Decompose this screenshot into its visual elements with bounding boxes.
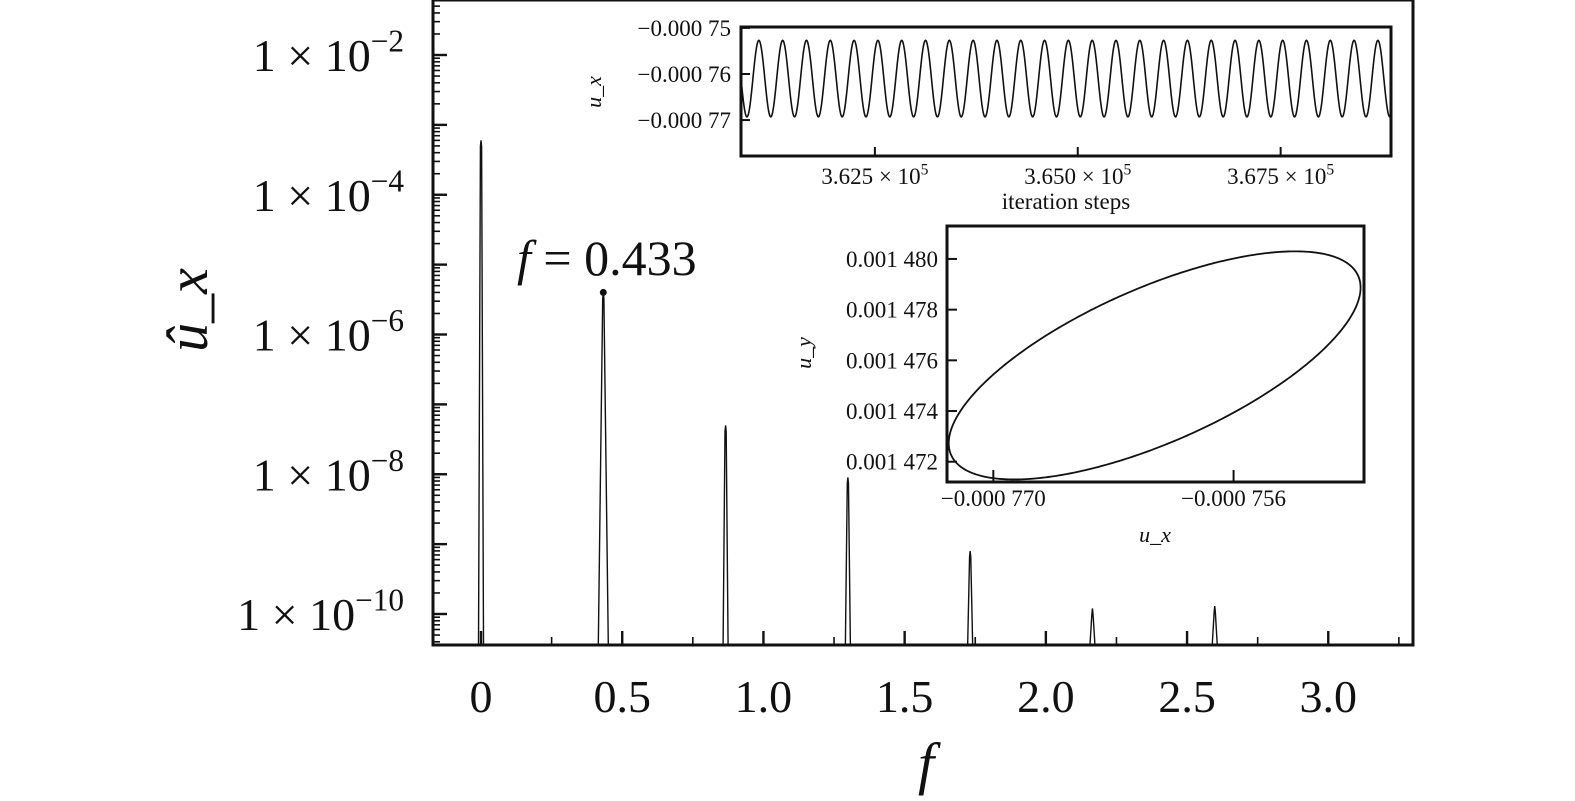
peak-annotation-label: f = 0.433 — [517, 230, 697, 286]
ts-x-tick-label-mantissa: 3.625 × 10 — [821, 164, 920, 189]
ts-signal-line — [740, 39, 1392, 118]
pp-orbit-line — [947, 250, 1362, 481]
pp-x-tick-label: −0.000 756 — [1181, 486, 1286, 511]
pp-y-axis-label: u_y — [791, 337, 816, 369]
pp-y-tick-label: 0.001 480 — [846, 247, 938, 272]
main-chart: 0 0.5 1.0 1.5 2.0 2.5 3.0 1 × 10−21 × 10−41 × … — [155, 0, 1415, 796]
pp-x-tick-label: −0.000 770 — [941, 486, 1046, 511]
main-y-tick-label: 1 × 10−6 — [253, 303, 404, 360]
pp-y-tick-label: 0.001 476 — [846, 348, 938, 373]
main-y-tick-label: 1 × 10−10 — [237, 583, 404, 640]
spectrum-peak — [477, 140, 485, 646]
main-x-tick-label: 0.5 — [593, 671, 651, 722]
pp-y-tick-label: 0.001 478 — [846, 298, 938, 323]
main-ticks — [433, 5, 1400, 645]
pp-y-tick-label: 0.001 474 — [846, 399, 939, 424]
main-x-axis-label: f — [918, 731, 941, 796]
ts-x-tick-labels: 3.625 × 105 3.650 × 105 3.675 × 105 — [821, 161, 1334, 189]
main-y-tick-label-exponent: −8 — [371, 443, 404, 478]
ts-y-tick-labels: −0.000 75 −0.000 76 −0.000 77 — [638, 16, 731, 133]
spectrum-peak — [1089, 608, 1096, 646]
pp-plot-background — [947, 226, 1364, 482]
pp-plot-frame — [945, 224, 1366, 484]
ts-y-tick-label: −0.000 75 — [638, 16, 731, 41]
pp-x-axis-label: u_x — [1139, 522, 1171, 547]
ts-x-tick-label-mantissa: 3.650 × 10 — [1024, 164, 1123, 189]
ts-x-tick-label-exponent: 5 — [1123, 161, 1131, 178]
spectrum-peak — [966, 550, 974, 646]
ts-x-tick-label: 3.625 × 105 — [821, 161, 928, 189]
main-y-tick-label-exponent: −2 — [371, 24, 404, 59]
main-y-tick-label-mantissa: 1 × 10 — [253, 30, 371, 81]
main-y-tick-label-exponent: −4 — [371, 163, 405, 198]
main-y-tick-label-exponent: −6 — [371, 303, 404, 338]
main-y-tick-label-mantissa: 1 × 10 — [237, 589, 355, 640]
spectrum-peak — [722, 425, 729, 646]
ts-x-tick-label: 3.675 × 105 — [1227, 161, 1334, 189]
main-x-tick-labels: 0 0.5 1.0 1.5 2.0 2.5 3.0 — [470, 671, 1358, 722]
main-y-axis-label: û_x — [155, 268, 220, 352]
main-y-tick-label: 1 × 10−8 — [253, 443, 404, 500]
main-x-tick-label: 2.5 — [1158, 671, 1216, 722]
main-x-tick-label: 1.5 — [876, 671, 934, 722]
main-y-tick-label: 1 × 10−2 — [253, 24, 404, 81]
main-y-tick-label-mantissa: 1 × 10 — [253, 170, 371, 221]
main-y-tick-labels: 1 × 10−21 × 10−41 × 10−61 × 10−81 × 10−1… — [237, 24, 404, 640]
spectrum-peak — [1211, 605, 1218, 646]
main-x-tick-label: 2.0 — [1017, 671, 1075, 722]
main-y-tick-label-exponent: −10 — [355, 583, 404, 618]
ts-plot-frame — [739, 25, 1393, 158]
main-x-tick-label: 1.0 — [735, 671, 793, 722]
spectrum-peak — [597, 292, 609, 646]
time-series-inset: 3.625 × 105 3.650 × 105 3.675 × 105 −0.000… — [581, 16, 1393, 214]
main-y-tick-label-mantissa: 1 × 10 — [253, 449, 371, 500]
pp-y-tick-label: 0.001 472 — [846, 450, 938, 475]
main-plot-frame — [431, 0, 1415, 647]
ts-y-tick-label: −0.000 77 — [638, 108, 731, 133]
main-x-tick-label: 3.0 — [1300, 671, 1358, 722]
peak-annotation: f = 0.433 — [517, 230, 697, 296]
peak-annotation-marker — [599, 288, 607, 296]
ts-x-tick-label-exponent: 5 — [1326, 161, 1334, 178]
ts-x-tick-label: 3.650 × 105 — [1024, 161, 1131, 189]
pp-x-tick-labels: −0.000 770 −0.000 756 — [941, 486, 1286, 511]
main-y-tick-label: 1 × 10−4 — [253, 163, 405, 220]
pp-ticks — [947, 257, 1235, 482]
ts-y-tick-label: −0.000 76 — [638, 62, 731, 87]
main-x-tick-label: 0 — [470, 671, 493, 722]
spectrum-peak — [844, 477, 852, 646]
ts-x-tick-label-mantissa: 3.675 × 10 — [1227, 164, 1326, 189]
main-y-tick-label-mantissa: 1 × 10 — [253, 310, 371, 361]
ts-x-tick-label-exponent: 5 — [921, 161, 929, 178]
ts-x-axis-label: iteration steps — [1002, 189, 1130, 214]
pp-y-tick-labels: 0.001 480 0.001 478 0.001 476 0.001 474 0.00… — [846, 247, 939, 475]
ts-y-axis-label: u_x — [581, 76, 606, 108]
ts-ticks — [741, 26, 1282, 156]
main-peaks — [477, 140, 1218, 646]
